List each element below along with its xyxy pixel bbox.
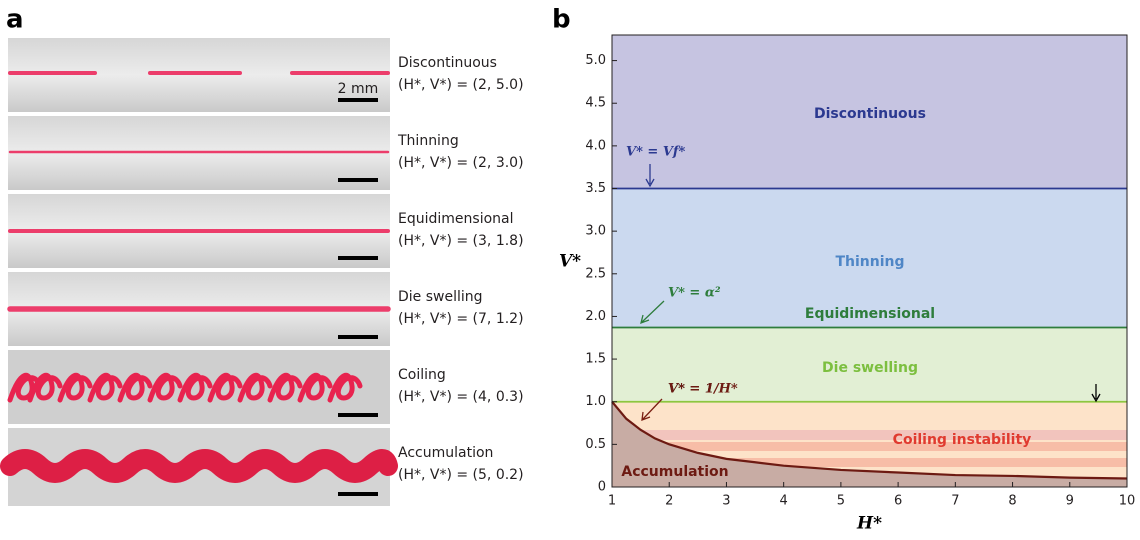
scale-label: 2 mm — [338, 81, 379, 97]
x-tick-label: 3 — [722, 494, 730, 509]
photo-params: (H*, V*) = (2, 5.0) — [398, 77, 524, 93]
photo-params: (H*, V*) = (3, 1.8) — [398, 233, 524, 249]
curve-annotation: V* = 1/H* — [668, 382, 738, 397]
x-tick-label: 9 — [1066, 494, 1074, 509]
x-axis-label: H* — [856, 514, 882, 534]
region-label: Equidimensional — [805, 306, 935, 322]
stripe — [612, 442, 1127, 451]
accumulation-area — [612, 401, 1127, 487]
curve — [611, 401, 1128, 480]
coiling-stripes — [612, 430, 1127, 467]
y-tick-label: 1.5 — [585, 352, 606, 367]
stripe — [612, 458, 1127, 467]
scale-bars — [338, 98, 378, 496]
x-tick-label: 4 — [780, 494, 788, 509]
photo-params: (H*, V*) = (7, 1.2) — [398, 311, 524, 327]
stripe — [612, 430, 1127, 440]
photo-title: Thinning — [397, 133, 459, 149]
boundary-annotation: V* = 1 — [668, 382, 714, 397]
x-tick-label: 7 — [951, 494, 959, 509]
y-tick-label: 2.5 — [585, 266, 606, 281]
photo-title: Coiling — [398, 367, 446, 383]
region-label: Die swelling — [822, 360, 918, 376]
x-tick-label: 10 — [1119, 494, 1136, 509]
y-tick-label: 0.5 — [585, 437, 606, 452]
arrows — [640, 164, 1101, 421]
region-label: Accumulation — [621, 464, 728, 480]
y-tick-label: 0 — [598, 480, 606, 495]
photos: 2 mm — [0, 38, 398, 506]
x-tick-label: 1 — [608, 494, 616, 509]
boundary-annotation: V* = Vf* — [626, 145, 686, 160]
chart: 1 2 3 4 5 6 7 8 9 10 0 0.5 1.0 1.5 2.0 2.5 3.0 3.5 4.0 4.5 5… — [559, 34, 1136, 534]
panel-label: b — [552, 5, 571, 35]
x-tick-label: 5 — [837, 494, 845, 509]
region — [612, 35, 1127, 189]
x-tick-label: 2 — [665, 494, 673, 509]
x-tick-label: 8 — [1008, 494, 1016, 509]
photo-params: (H*, V*) = (2, 3.0) — [398, 155, 524, 171]
photo-params: (H*, V*) = (5, 0.2) — [398, 467, 524, 483]
region-label: Thinning — [835, 254, 904, 270]
y-tick-label: 4.0 — [585, 138, 606, 153]
photo-title: Discontinuous — [398, 55, 497, 71]
plot-frame — [611, 34, 1128, 488]
photo-title: Die swelling — [398, 289, 483, 305]
photo-title: Accumulation — [398, 445, 493, 461]
region — [612, 188, 1127, 328]
filaments — [0, 71, 398, 483]
y-tick-label: 5.0 — [585, 53, 606, 68]
y-tick-label: 1.0 — [585, 394, 606, 409]
region-label: Coiling instability — [893, 432, 1032, 448]
y-tick-label: 4.5 — [585, 96, 606, 111]
photo-title: Equidimensional — [398, 211, 514, 227]
y-tick-label: 2.0 — [585, 309, 606, 324]
boundary-annotation: V* = α² — [668, 286, 721, 301]
photo-params: (H*, V*) = (4, 0.3) — [398, 389, 524, 405]
y-axis-label: V* — [559, 252, 581, 272]
region — [612, 327, 1127, 402]
x-tick-label: 6 — [894, 494, 902, 509]
region-label: Discontinuous — [814, 106, 926, 122]
y-tick-label: 3.0 — [585, 224, 606, 239]
photo-labels: Discontinuous (H*, V*) = (2, 5.0) Thinning… — [397, 55, 524, 483]
panel-label: a — [6, 5, 24, 35]
y-tick-label: 3.5 — [585, 181, 606, 196]
